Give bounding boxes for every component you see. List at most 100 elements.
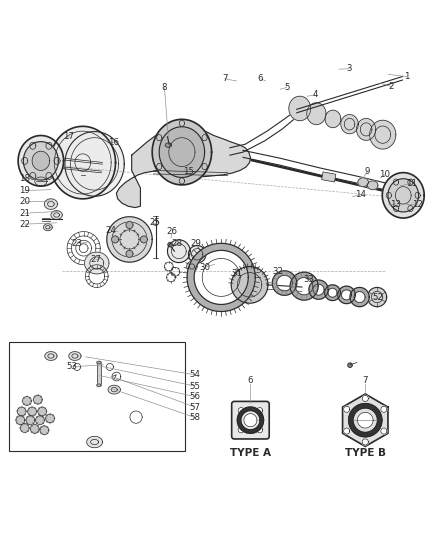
Text: 30: 30 [200, 263, 211, 272]
Circle shape [167, 240, 190, 263]
Text: 3: 3 [346, 64, 352, 73]
Polygon shape [45, 352, 57, 360]
Polygon shape [152, 119, 212, 185]
Polygon shape [44, 199, 57, 209]
Circle shape [107, 217, 152, 262]
Text: 6: 6 [258, 74, 263, 83]
Text: 54: 54 [190, 370, 201, 379]
Text: 19: 19 [19, 186, 30, 195]
Text: 33: 33 [303, 275, 314, 284]
Polygon shape [50, 126, 116, 199]
Polygon shape [108, 385, 120, 394]
Circle shape [238, 408, 244, 414]
Polygon shape [325, 285, 340, 301]
Polygon shape [32, 151, 49, 171]
Polygon shape [97, 361, 101, 364]
Polygon shape [341, 115, 358, 134]
Circle shape [257, 427, 263, 433]
Text: 31: 31 [231, 269, 242, 278]
Polygon shape [325, 110, 341, 128]
Text: 14: 14 [355, 190, 367, 199]
Circle shape [367, 287, 387, 306]
Bar [97, 362, 101, 385]
Text: 52: 52 [373, 294, 384, 302]
Polygon shape [18, 135, 64, 186]
Polygon shape [382, 173, 424, 218]
Polygon shape [349, 403, 382, 437]
Circle shape [231, 266, 268, 303]
FancyBboxPatch shape [232, 401, 269, 439]
Text: 2: 2 [389, 82, 394, 91]
Bar [321, 172, 336, 182]
Text: 26: 26 [167, 227, 178, 236]
Text: 18: 18 [19, 174, 30, 183]
Text: 4: 4 [312, 91, 318, 100]
Circle shape [244, 414, 257, 427]
Text: 11: 11 [406, 179, 417, 188]
Circle shape [343, 406, 350, 413]
Text: 29: 29 [191, 239, 202, 248]
Text: 32: 32 [272, 267, 283, 276]
Polygon shape [85, 252, 109, 274]
Text: 15: 15 [183, 167, 194, 176]
Circle shape [22, 397, 31, 405]
Polygon shape [350, 287, 369, 306]
Circle shape [187, 261, 197, 272]
Circle shape [362, 439, 368, 445]
Circle shape [112, 236, 119, 243]
Circle shape [26, 416, 35, 425]
Polygon shape [23, 142, 58, 180]
Text: 57: 57 [190, 402, 201, 411]
Text: 9: 9 [365, 167, 370, 176]
Text: 12: 12 [412, 199, 423, 208]
Text: 13: 13 [390, 199, 401, 208]
Circle shape [362, 395, 368, 401]
Text: TYPE A: TYPE A [230, 448, 271, 458]
Text: 7: 7 [222, 74, 227, 83]
Circle shape [381, 406, 387, 413]
Circle shape [33, 395, 42, 404]
Text: 27: 27 [90, 255, 101, 264]
Text: 25: 25 [149, 219, 160, 228]
Polygon shape [51, 211, 62, 220]
Circle shape [46, 414, 54, 423]
Circle shape [141, 236, 148, 243]
Bar [9, 343, 185, 451]
Text: 6: 6 [247, 376, 253, 385]
Circle shape [381, 428, 387, 434]
Polygon shape [187, 244, 255, 311]
Polygon shape [358, 178, 368, 187]
Circle shape [188, 246, 206, 263]
Circle shape [126, 251, 133, 257]
Circle shape [357, 413, 373, 428]
Polygon shape [388, 179, 419, 212]
Text: 28: 28 [171, 239, 182, 248]
Circle shape [343, 428, 350, 434]
Text: 5: 5 [284, 83, 290, 92]
Polygon shape [237, 407, 264, 433]
Text: 20: 20 [19, 197, 30, 206]
Polygon shape [290, 272, 318, 300]
Polygon shape [357, 118, 376, 140]
Text: 1: 1 [404, 72, 410, 81]
Circle shape [38, 407, 46, 416]
Polygon shape [65, 132, 124, 196]
Polygon shape [69, 352, 81, 360]
Polygon shape [35, 177, 47, 185]
Circle shape [126, 222, 133, 229]
Polygon shape [289, 96, 311, 120]
Text: 8: 8 [162, 83, 167, 92]
Polygon shape [307, 103, 326, 125]
Polygon shape [343, 394, 388, 446]
Circle shape [238, 427, 244, 433]
Polygon shape [367, 181, 378, 190]
Text: 17: 17 [63, 132, 74, 141]
Text: 21: 21 [19, 209, 30, 218]
Polygon shape [338, 286, 355, 304]
Circle shape [30, 425, 39, 433]
Polygon shape [272, 271, 297, 295]
Text: 7: 7 [363, 376, 368, 385]
Polygon shape [43, 224, 52, 231]
Polygon shape [87, 437, 102, 448]
Circle shape [168, 243, 172, 247]
